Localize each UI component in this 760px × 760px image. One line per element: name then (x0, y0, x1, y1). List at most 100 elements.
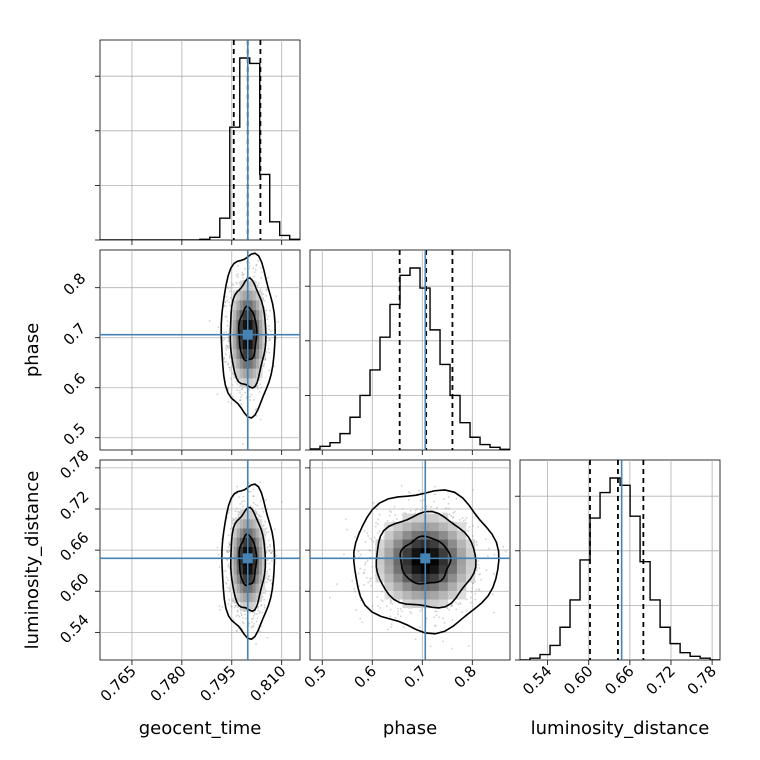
sample-point (223, 570, 225, 572)
density-bin (236, 368, 240, 379)
density-bin (249, 592, 253, 603)
density-bin (456, 539, 467, 549)
sample-point (257, 605, 260, 608)
sample-point (227, 400, 230, 403)
sample-point (238, 615, 241, 618)
sample-point (493, 611, 495, 614)
density-bin (429, 547, 440, 557)
density-bin (233, 348, 237, 359)
sample-point (475, 588, 478, 591)
sample-point (227, 565, 229, 568)
sample-point (230, 605, 233, 608)
density-bin (411, 573, 421, 583)
density-bin (438, 590, 449, 600)
sample-point (388, 514, 391, 517)
sample-point (266, 318, 269, 321)
density-bin (429, 539, 440, 549)
sample-point (227, 362, 230, 365)
sample-point (252, 267, 255, 270)
x-tick-label-luminosity-distance: 0.66 (601, 662, 637, 698)
sample-point (262, 297, 265, 300)
sample-point (417, 489, 420, 492)
sample-point (434, 624, 437, 627)
sample-point (233, 606, 236, 609)
sample-point (367, 581, 370, 584)
sample-point (365, 576, 368, 579)
density-bin (252, 555, 256, 566)
density-bin (236, 574, 241, 584)
density-bin (258, 574, 263, 584)
density-bin (249, 601, 253, 612)
sample-point (225, 582, 228, 585)
sample-point (230, 402, 233, 405)
sample-point (475, 541, 478, 543)
density-bin (252, 546, 256, 557)
sample-point (228, 356, 231, 359)
sample-point (224, 569, 227, 572)
density-bin (465, 564, 476, 574)
density-bin (438, 513, 449, 523)
sample-point (218, 608, 221, 611)
sample-point (244, 613, 247, 616)
sample-point (270, 551, 272, 554)
sample-point (267, 539, 270, 542)
sample-point (232, 284, 235, 286)
sample-point (218, 566, 221, 568)
density-bin (239, 358, 244, 369)
sample-point (232, 597, 234, 600)
density-bin (230, 555, 234, 566)
density-bin (252, 519, 256, 529)
sample-point (389, 608, 392, 611)
sample-point (419, 499, 422, 502)
sample-point (223, 360, 226, 363)
sample-point (225, 349, 228, 351)
density-bin (393, 539, 403, 549)
sample-point (238, 389, 241, 392)
sample-point (241, 274, 243, 277)
density-bin (236, 358, 240, 369)
density-bin (233, 309, 237, 320)
sample-point (487, 547, 490, 550)
sample-point (224, 315, 227, 318)
density-bin (259, 290, 263, 301)
sample-point (478, 588, 480, 590)
sample-point (262, 364, 264, 367)
density-bin (402, 530, 412, 540)
sample-point (242, 442, 244, 445)
sample-point (253, 271, 256, 274)
sample-point (267, 575, 270, 578)
density-bin (239, 555, 244, 566)
panel-2d-phase-luminosity-distance (305, 459, 511, 665)
density-bin (456, 530, 467, 540)
density-bin (249, 378, 253, 389)
sample-point (268, 328, 271, 331)
sample-point (416, 507, 419, 510)
density-bin (402, 539, 412, 549)
sample-point (227, 340, 230, 343)
sample-point (353, 588, 356, 590)
density-bin (236, 583, 241, 593)
sample-point (243, 273, 245, 276)
sample-point (235, 281, 238, 284)
sample-point (442, 640, 444, 643)
sample-point (237, 510, 240, 513)
sample-point (390, 511, 393, 513)
sample-point (389, 509, 391, 512)
sample-point (471, 587, 474, 590)
sample-point (239, 391, 242, 394)
sample-point (228, 542, 230, 544)
sample-point (266, 546, 269, 549)
sample-point (363, 584, 365, 586)
sample-point (249, 505, 252, 508)
sample-point (478, 573, 480, 576)
sample-point (414, 638, 417, 641)
sample-point (262, 298, 264, 301)
density-bin (255, 300, 260, 311)
sample-point (227, 546, 230, 549)
sample-point (249, 399, 252, 401)
sample-point (222, 339, 224, 342)
sample-point (227, 345, 229, 347)
density-bin (252, 592, 256, 603)
density-bin (249, 300, 253, 311)
sample-point (236, 609, 239, 612)
